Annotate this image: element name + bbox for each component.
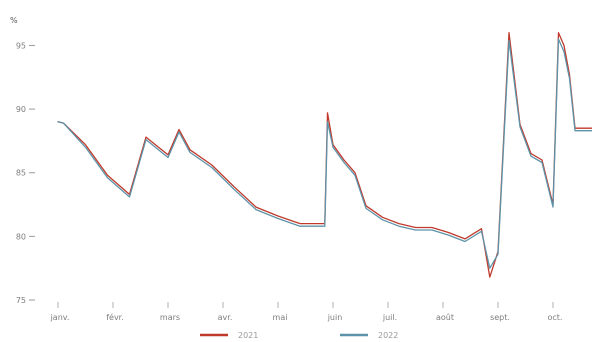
x-tick-label: mars: [160, 313, 180, 322]
legend-label-2021: 2021: [238, 331, 258, 340]
x-tick-label: sept.: [490, 313, 510, 322]
x-tick-label: mai: [273, 313, 288, 322]
x-tick-label: oct.: [548, 313, 563, 322]
series-lines: [57, 32, 592, 278]
x-tick-label: juin: [327, 313, 343, 322]
x-tick-label: août: [436, 313, 454, 322]
y-tick-label: 75: [16, 296, 26, 305]
y-tick-label: 80: [16, 232, 26, 241]
y-axis-unit-label: %: [10, 16, 18, 25]
y-tick-label: 90: [16, 105, 26, 114]
x-tick-label: févr.: [106, 312, 124, 322]
series-line-2022: [57, 38, 592, 269]
x-axis-ticks: janv. févr. mars avr. mai juin juil. août sept. o…: [50, 302, 563, 322]
legend: 2021 2022: [200, 331, 398, 340]
series-line-2021: [57, 32, 592, 278]
y-tick-label: 85: [16, 169, 26, 178]
x-tick-label: janv.: [50, 313, 70, 322]
x-tick-label: juil.: [382, 313, 397, 322]
y-axis-ticks: 75 80 85 90 95: [16, 41, 35, 305]
y-tick-label: 95: [16, 41, 26, 50]
legend-label-2022: 2022: [378, 331, 398, 340]
x-tick-label: avr.: [218, 313, 233, 322]
